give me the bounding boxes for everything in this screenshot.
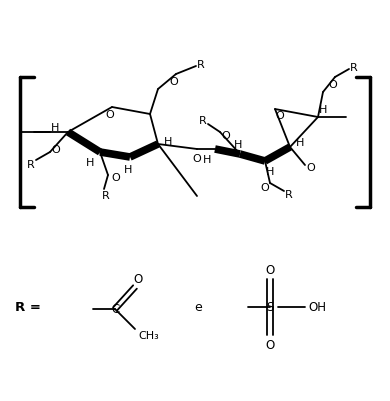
Text: H: H (319, 105, 327, 115)
Text: CH₃: CH₃ (138, 330, 160, 340)
Text: O: O (276, 111, 284, 121)
Text: OH: OH (308, 301, 326, 314)
Text: R: R (350, 63, 358, 73)
Text: H: H (164, 137, 172, 147)
Text: O: O (222, 131, 230, 141)
Text: O: O (307, 162, 316, 172)
Text: O: O (265, 263, 275, 276)
Text: O: O (261, 182, 269, 192)
Text: S: S (266, 301, 274, 314)
Text: O: O (265, 339, 275, 352)
Text: R: R (197, 60, 205, 70)
Text: H: H (296, 138, 304, 148)
Text: O: O (112, 172, 121, 182)
Text: O: O (170, 77, 178, 87)
Text: O: O (51, 145, 60, 155)
Text: O: O (133, 273, 143, 286)
Text: R: R (285, 190, 293, 200)
Text: H: H (86, 158, 94, 168)
Text: H: H (124, 164, 132, 174)
Text: e: e (194, 301, 202, 314)
Text: R: R (27, 160, 35, 170)
Text: H: H (203, 155, 211, 164)
Text: H: H (266, 166, 274, 176)
Text: O: O (329, 80, 337, 90)
Text: H: H (51, 123, 59, 133)
Text: R: R (199, 116, 207, 126)
Text: O: O (106, 110, 114, 120)
Text: R =: R = (15, 301, 41, 314)
Text: O: O (193, 154, 201, 164)
Text: R: R (102, 190, 110, 200)
Text: C: C (111, 303, 119, 316)
Text: H: H (234, 140, 242, 150)
